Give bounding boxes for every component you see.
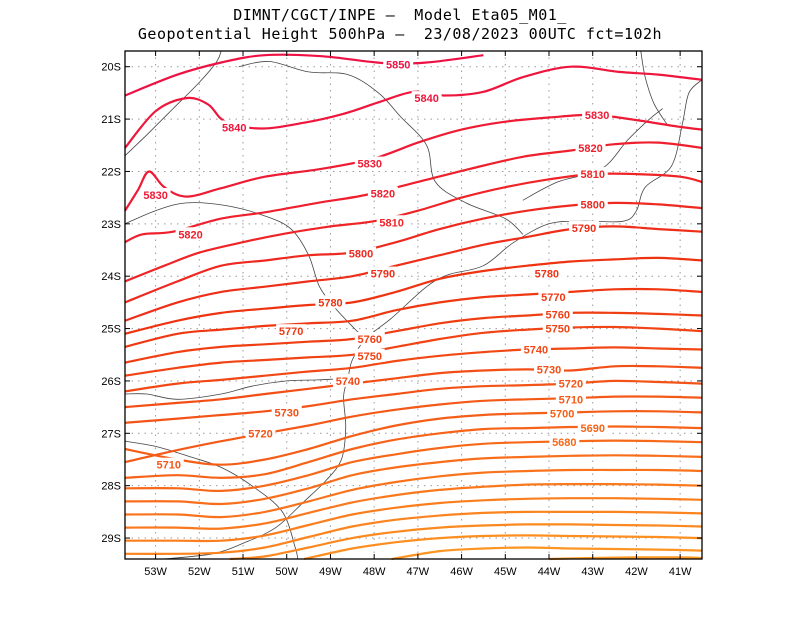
lon-tick-label: 52W xyxy=(188,566,211,578)
lat-tick-label: 25S xyxy=(101,324,121,336)
latitude-axis: 20S 21S 22S 23S 24S 25S 26S 27S 28S 29S xyxy=(101,62,702,545)
contour-5740 xyxy=(125,347,702,391)
contour-label: 5790 xyxy=(371,269,395,281)
contour-label: 5770 xyxy=(541,292,565,304)
contour-label: 5830 xyxy=(358,159,382,171)
contour-label: 5830 xyxy=(143,190,167,202)
contour-label: 5730 xyxy=(537,364,561,376)
contour-label: 5720 xyxy=(248,428,272,440)
lat-tick-label: 24S xyxy=(101,271,121,283)
contour-label: 5700 xyxy=(550,408,574,420)
contour-5760 xyxy=(125,313,702,363)
lat-tick-label: 21S xyxy=(101,114,121,126)
contour-label: 5820 xyxy=(578,143,602,155)
contour-5840 xyxy=(125,67,702,148)
contour-label: 5790 xyxy=(572,223,596,235)
lat-tick-label: 23S xyxy=(101,219,121,231)
lat-tick-label: 26S xyxy=(101,376,121,388)
lon-tick-label: 47W xyxy=(407,566,430,578)
lon-tick-label: 45W xyxy=(494,566,517,578)
lat-tick-label: 27S xyxy=(101,428,121,440)
lon-tick-label: 53W xyxy=(144,566,167,578)
contour-label: 5770 xyxy=(279,326,303,338)
contour-5750 xyxy=(125,327,702,376)
lon-tick-label: 41W xyxy=(669,566,692,578)
lat-tick-label: 20S xyxy=(101,62,121,74)
contour-label: 5810 xyxy=(379,217,403,229)
contour-5850 xyxy=(125,55,483,96)
contour-label: 5680 xyxy=(552,437,576,449)
lon-tick-label: 42W xyxy=(625,566,648,578)
lon-tick-label: 51W xyxy=(232,566,255,578)
contour-label: 5740 xyxy=(336,376,360,388)
contour-label: 5780 xyxy=(535,269,559,281)
plot-frame xyxy=(125,51,702,559)
contour-label: 5740 xyxy=(524,345,548,357)
contour-label: 5710 xyxy=(559,394,583,406)
lon-tick-label: 48W xyxy=(363,566,386,578)
contour-label: 5840 xyxy=(222,122,246,134)
contour-label: 5800 xyxy=(580,199,604,211)
lat-tick-label: 28S xyxy=(101,481,121,493)
contour-label: 5830 xyxy=(585,110,609,122)
contour-label: 5710 xyxy=(156,460,180,472)
lon-tick-label: 43W xyxy=(581,566,604,578)
contour-5700 xyxy=(125,411,702,465)
lon-tick-label: 44W xyxy=(538,566,561,578)
contour-label: 5810 xyxy=(580,169,604,181)
contour-label: 5800 xyxy=(349,249,373,261)
contour-label: 5750 xyxy=(546,324,570,336)
contour-lines xyxy=(125,55,702,559)
lon-tick-label: 46W xyxy=(450,566,473,578)
lat-tick-label: 22S xyxy=(101,166,121,178)
coast-south xyxy=(164,80,702,559)
contour-label: 5780 xyxy=(318,297,342,309)
lon-tick-label: 50W xyxy=(275,566,298,578)
border-mg-es xyxy=(641,51,667,124)
contour-label: 5750 xyxy=(358,351,382,363)
contour-label: 5840 xyxy=(414,93,438,105)
contour-5630 xyxy=(125,512,702,554)
contour-5620 xyxy=(230,524,702,559)
contour-label: 5730 xyxy=(274,407,298,419)
graticule xyxy=(125,51,702,559)
contour-5720 xyxy=(125,381,702,423)
lon-tick-label: 49W xyxy=(319,566,342,578)
contour-label: 5850 xyxy=(386,60,410,72)
coastlines xyxy=(125,51,702,559)
map-figure: 5850 5840 5840 5830 5830 5830 5820 5820 5820 5810… xyxy=(0,0,800,618)
lat-tick-label: 29S xyxy=(101,533,121,545)
border-sp-pr xyxy=(125,203,365,339)
contour-5730 xyxy=(125,366,702,407)
contour-label: 5760 xyxy=(358,334,382,346)
contour-label: 5760 xyxy=(546,309,570,321)
contour-label: 5820 xyxy=(371,188,395,200)
contour-label: 5720 xyxy=(559,379,583,391)
contour-label: 5690 xyxy=(580,423,604,435)
contour-label: 5820 xyxy=(178,229,202,241)
